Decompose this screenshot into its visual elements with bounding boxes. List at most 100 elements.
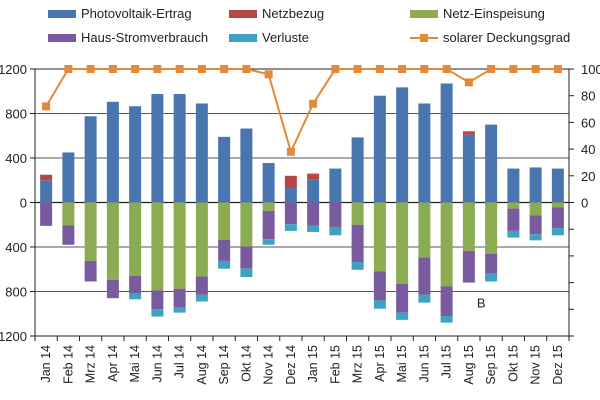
bar-netzbezug <box>284 175 297 189</box>
line-marker <box>42 102 51 111</box>
line-marker <box>220 65 229 73</box>
bar-photovoltaik-ertrag <box>440 83 453 203</box>
legend-item-photovoltaik-ertrag: Photovoltaik-Ertrag <box>48 6 192 21</box>
chart-legend: Photovoltaik-Ertrag Netzbezug Netz-Einsp… <box>0 0 600 60</box>
legend-swatch <box>229 9 257 18</box>
x-tick-label: Jun 15 <box>417 345 431 383</box>
bar-netzbezug <box>307 173 320 180</box>
legend-item-haus-stromverbrauch: Haus-Stromverbrauch <box>48 30 208 45</box>
line-marker <box>153 65 162 73</box>
y-tick-label: 800 <box>5 285 27 300</box>
bar-verluste <box>351 262 364 270</box>
bar-photovoltaik-ertrag <box>529 167 542 203</box>
bar-netz-einspeisung <box>151 202 164 291</box>
legend-swatch <box>410 9 438 18</box>
bar-haus-stromverbrauch <box>195 276 208 295</box>
bar-netzbezug <box>40 174 53 181</box>
bar-photovoltaik-ertrag <box>284 188 297 203</box>
line-marker <box>398 65 407 73</box>
bar-haus-stromverbrauch <box>462 250 475 283</box>
bar-netz-einspeisung <box>418 202 431 258</box>
bar-photovoltaik-ertrag <box>84 116 97 203</box>
legend-item-netz-einspeisung: Netz-Einspeisung <box>410 6 545 21</box>
bar-verluste <box>329 226 342 236</box>
legend-swatch <box>229 33 257 42</box>
x-tick-label: Sep 14 <box>217 345 231 385</box>
bar-netz-einspeisung <box>507 202 520 209</box>
legend-line-marker <box>410 33 438 42</box>
line-marker <box>197 65 206 73</box>
y-tick-label: 1200 <box>0 329 27 344</box>
y2-tick-label: 60 <box>581 115 595 130</box>
bar-verluste <box>373 300 386 309</box>
bar-haus-stromverbrauch <box>485 253 498 274</box>
y-tick-label: 400 <box>5 151 27 166</box>
bar-haus-stromverbrauch <box>151 290 164 310</box>
bar-haus-stromverbrauch <box>218 239 231 261</box>
bar-photovoltaik-ertrag <box>151 94 164 203</box>
y2-tick-label: 80 <box>581 89 595 104</box>
bar-haus-stromverbrauch <box>129 275 142 294</box>
bar-haus-stromverbrauch <box>373 271 386 301</box>
bar-haus-stromverbrauch <box>329 202 342 227</box>
bar-photovoltaik-ertrag <box>106 101 119 203</box>
bars <box>40 83 564 323</box>
y-tick-label: 400 <box>5 240 27 255</box>
bar-photovoltaik-ertrag <box>62 152 75 203</box>
x-tick-label: Jun 14 <box>150 345 164 383</box>
bar-photovoltaik-ertrag <box>418 103 431 203</box>
y-axis-ticks: 1200 800 400 0 400 800 1200 <box>0 62 35 344</box>
bar-photovoltaik-ertrag <box>129 106 142 203</box>
x-tick-label: Dez 15 <box>551 345 565 385</box>
bar-verluste <box>485 273 498 282</box>
bar-netz-einspeisung <box>62 202 75 226</box>
bar-haus-stromverbrauch <box>84 260 97 282</box>
annotations: B <box>477 296 486 311</box>
bar-photovoltaik-ertrag <box>507 168 520 203</box>
line-series <box>42 65 562 156</box>
line-marker <box>442 65 451 73</box>
line-marker <box>64 65 73 73</box>
line-marker <box>175 65 184 73</box>
legend-swatch <box>48 33 76 42</box>
bar-haus-stromverbrauch <box>551 207 564 229</box>
bar-verluste <box>173 307 186 313</box>
bar-haus-stromverbrauch <box>351 224 364 263</box>
line-marker <box>509 65 518 73</box>
bar-verluste <box>262 239 275 245</box>
bar-haus-stromverbrauch <box>106 279 119 299</box>
line-marker <box>86 65 95 73</box>
x-tick-label: Mai 14 <box>128 345 142 383</box>
bar-netz-einspeisung <box>396 202 409 284</box>
bar-photovoltaik-ertrag <box>307 179 320 203</box>
line-marker <box>375 65 384 73</box>
annotation-label: B <box>477 296 486 311</box>
y2-tick-label: 100 <box>581 62 600 77</box>
bar-photovoltaik-ertrag <box>240 128 253 203</box>
line-marker <box>464 78 473 87</box>
legend-swatch <box>48 9 76 18</box>
line-marker <box>553 65 562 73</box>
bar-netz-einspeisung <box>218 202 231 240</box>
x-tick-label: Apr 14 <box>106 345 120 382</box>
bar-verluste <box>240 268 253 278</box>
bar-netz-einspeisung <box>195 202 208 277</box>
bar-netz-einspeisung <box>529 202 542 216</box>
bar-netz-einspeisung <box>129 202 142 276</box>
y-tick-label: 800 <box>5 107 27 122</box>
bar-verluste <box>129 293 142 300</box>
bar-verluste <box>507 230 520 238</box>
bar-haus-stromverbrauch <box>62 225 75 245</box>
bar-netz-einspeisung <box>551 202 564 208</box>
x-tick-label: Nov 14 <box>262 345 276 385</box>
y2-axis-ticks: 0 20 40 60 80 100 <box>569 62 600 337</box>
bar-photovoltaik-ertrag <box>262 163 275 203</box>
bar-haus-stromverbrauch <box>173 288 186 308</box>
legend-item-netzbezug: Netzbezug <box>229 6 324 21</box>
bar-netz-einspeisung <box>440 202 453 287</box>
x-tick-label: Jul 14 <box>173 345 187 378</box>
x-tick-label: Mai 15 <box>395 345 409 383</box>
legend-item-solarer-deckungsgrad: solarer Deckungsgrad <box>410 30 570 45</box>
legend-label: Verluste <box>262 30 309 45</box>
bar-haus-stromverbrauch <box>396 283 409 313</box>
